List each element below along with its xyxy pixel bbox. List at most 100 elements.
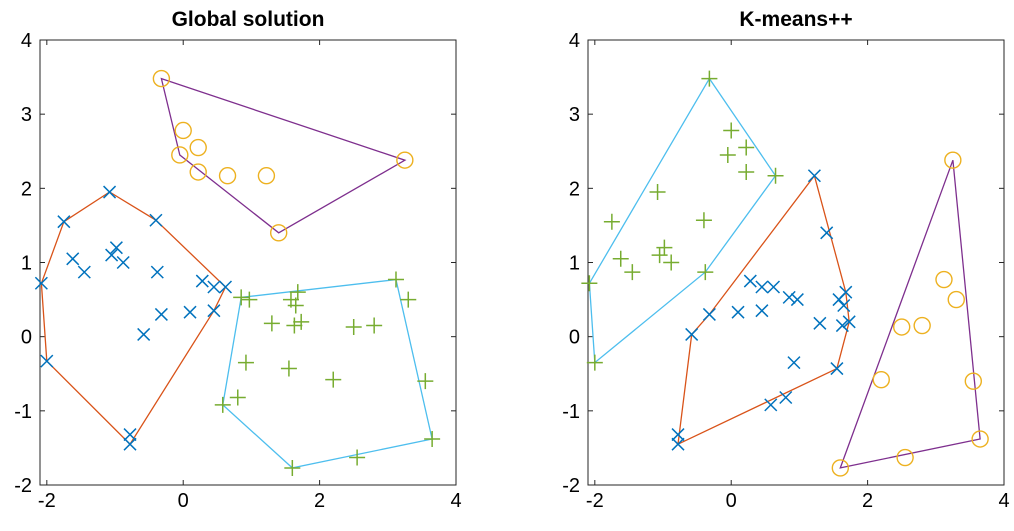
data-point-plus bbox=[400, 291, 417, 308]
data-point-circle bbox=[872, 370, 890, 389]
data-point-cross bbox=[787, 356, 801, 370]
x-tick-label: 2 bbox=[862, 490, 873, 512]
data-point-plus bbox=[349, 449, 366, 466]
data-point-circle bbox=[269, 224, 288, 242]
x-tick-label: -2 bbox=[586, 490, 604, 512]
data-point-cross bbox=[150, 265, 164, 279]
data-point-cross bbox=[218, 280, 233, 294]
data-point-cross bbox=[830, 362, 844, 376]
cluster-hull bbox=[588, 77, 777, 364]
data-point-plus bbox=[263, 315, 280, 332]
data-point-circle bbox=[971, 430, 989, 448]
data-point-circle bbox=[947, 290, 965, 309]
data-point-cross bbox=[66, 252, 80, 266]
data-point-cross bbox=[702, 307, 716, 321]
data-point-plus bbox=[286, 317, 303, 334]
data-point-plus bbox=[366, 317, 383, 334]
data-point-plus bbox=[624, 264, 641, 281]
data-point-cross bbox=[755, 304, 769, 318]
y-tick-label: 2 bbox=[21, 178, 32, 200]
x-tick-label: -2 bbox=[38, 490, 56, 512]
data-point-plus bbox=[695, 212, 712, 229]
data-point-plus bbox=[229, 389, 246, 406]
data-point-plus bbox=[424, 431, 441, 448]
data-point-cross bbox=[671, 428, 685, 442]
x-tick-label: 0 bbox=[726, 490, 737, 512]
data-point-circle bbox=[896, 448, 914, 467]
data-point-plus bbox=[586, 354, 603, 371]
data-point-cross bbox=[782, 290, 796, 304]
data-point-circle bbox=[893, 318, 911, 336]
x-tick-label: 4 bbox=[450, 490, 461, 512]
axes-box bbox=[587, 39, 1005, 486]
data-point-cross bbox=[779, 390, 793, 405]
data-point-circle bbox=[913, 316, 931, 335]
data-point-cross bbox=[766, 280, 781, 294]
y-tick-label: 1 bbox=[21, 253, 32, 275]
data-point-circle bbox=[189, 163, 207, 181]
data-point-cross bbox=[123, 428, 137, 442]
data-point-cross bbox=[835, 319, 849, 333]
cluster-hull bbox=[839, 159, 981, 469]
data-point-circle bbox=[174, 121, 192, 140]
data-point-plus bbox=[612, 250, 629, 267]
data-point-circle bbox=[944, 151, 962, 169]
data-point-plus bbox=[603, 213, 620, 230]
data-point-cross bbox=[790, 293, 804, 307]
cluster-hull bbox=[40, 191, 227, 446]
data-point-cross bbox=[671, 437, 685, 451]
data-point-plus bbox=[581, 275, 598, 292]
data-point-plus bbox=[649, 184, 666, 201]
data-point-plus bbox=[287, 297, 304, 314]
data-point-plus bbox=[767, 167, 784, 184]
data-point-plus bbox=[417, 373, 434, 390]
axes-box bbox=[39, 39, 457, 486]
data-point-plus bbox=[289, 284, 306, 301]
y-tick-label: -1 bbox=[562, 401, 580, 423]
data-point-plus bbox=[241, 291, 258, 308]
y-tick-label: -2 bbox=[562, 475, 580, 497]
data-point-circle bbox=[218, 167, 237, 185]
y-tick-label: 4 bbox=[21, 30, 32, 52]
data-point-cross bbox=[195, 274, 209, 288]
y-tick-label: -1 bbox=[14, 401, 32, 423]
data-point-circle bbox=[396, 151, 414, 169]
data-point-cross bbox=[149, 213, 163, 227]
data-point-cross bbox=[183, 305, 197, 319]
data-point-cross bbox=[40, 354, 54, 368]
y-tick-label: 0 bbox=[569, 327, 580, 349]
data-point-plus bbox=[656, 239, 673, 256]
chart-title: Global solution bbox=[172, 8, 325, 31]
data-point-plus bbox=[697, 264, 714, 281]
data-point-cross bbox=[154, 307, 168, 321]
data-point-cross bbox=[842, 315, 856, 329]
y-tick-label: 1 bbox=[569, 253, 580, 275]
data-point-cross bbox=[820, 226, 834, 240]
data-point-plus bbox=[214, 396, 231, 413]
data-point-plus bbox=[701, 70, 718, 87]
x-tick-label: 4 bbox=[998, 490, 1009, 512]
data-point-cross bbox=[34, 276, 48, 290]
data-point-circle bbox=[964, 372, 983, 390]
data-point-circle bbox=[189, 138, 207, 157]
data-point-cross bbox=[207, 280, 221, 294]
data-point-plus bbox=[719, 146, 736, 163]
data-point-cross bbox=[685, 327, 699, 341]
data-point-cross bbox=[77, 265, 91, 279]
data-point-plus bbox=[345, 319, 362, 336]
chart-panel-kmeans: K-means++ -2 0 2 4 -2 -1 0 1 2 3 4 bbox=[562, 8, 1009, 512]
data-point-plus bbox=[233, 289, 250, 306]
data-point-cross bbox=[103, 185, 117, 199]
x-tick-label: 0 bbox=[178, 490, 189, 512]
data-point-plus bbox=[387, 271, 404, 288]
data-point-plus bbox=[280, 360, 297, 377]
data-point-circle bbox=[831, 459, 850, 477]
chart-panel-global-solution: Global solution -2 0 2 4 -2 -1 0 1 2 3 4 bbox=[14, 8, 461, 512]
data-point-cross bbox=[109, 241, 123, 255]
data-point-cross bbox=[207, 304, 221, 318]
data-point-circle bbox=[935, 270, 953, 289]
data-point-circle bbox=[152, 69, 171, 88]
data-point-cross bbox=[807, 169, 821, 183]
data-point-plus bbox=[723, 122, 740, 139]
chart-title: K-means++ bbox=[739, 8, 852, 31]
